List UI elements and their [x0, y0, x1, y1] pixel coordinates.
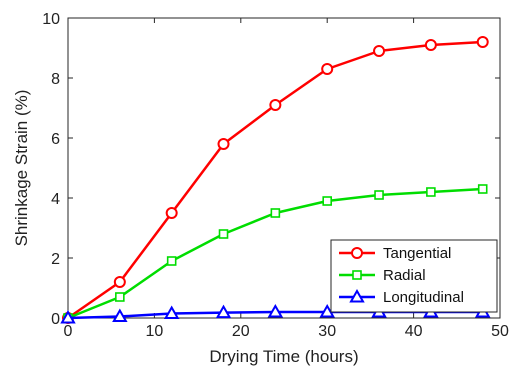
legend-marker-radial: [352, 270, 362, 280]
y-tick-label: 0: [51, 311, 60, 328]
data-point-radial: [218, 229, 229, 239]
y-tick-label: 4: [51, 191, 60, 208]
data-point-tangential: [269, 99, 282, 111]
data-point-tangential: [321, 63, 334, 75]
data-point-longitudinal: [319, 303, 335, 318]
x-tick-label: 10: [146, 323, 164, 340]
legend-label-radial: Radial: [383, 267, 426, 284]
data-point-radial: [322, 196, 333, 206]
y-tick-label: 6: [51, 131, 60, 148]
data-point-radial: [426, 187, 436, 197]
data-point-radial: [270, 208, 281, 218]
data-point-longitudinal: [163, 305, 180, 319]
data-point-longitudinal: [60, 309, 76, 324]
data-point-tangential: [476, 36, 489, 48]
x-tick-label: 0: [64, 323, 73, 340]
data-point-radial: [374, 190, 384, 200]
data-point-tangential: [373, 45, 386, 57]
legend-label-longitudinal: Longitudinal: [383, 289, 464, 306]
x-axis-title: Drying Time (hours): [209, 347, 358, 366]
legend-marker-tangential: [351, 247, 363, 259]
y-tick-label: 10: [42, 11, 60, 28]
data-point-radial: [115, 292, 125, 302]
data-point-radial: [477, 184, 488, 194]
x-tick-label: 30: [318, 323, 336, 340]
x-tick-label: 20: [232, 323, 250, 340]
data-point-tangential: [165, 207, 178, 219]
data-point-longitudinal: [215, 304, 232, 319]
data-point-radial: [166, 256, 177, 266]
data-point-longitudinal: [112, 308, 128, 322]
x-tick-label: 40: [405, 323, 423, 340]
data-point-longitudinal: [267, 303, 284, 318]
legend-marker-longitudinal: [349, 288, 365, 303]
data-point-tangential: [424, 39, 437, 51]
data-point-tangential: [113, 276, 126, 288]
y-tick-label: 8: [51, 71, 60, 88]
data-point-tangential: [217, 138, 230, 150]
x-tick-label: 50: [491, 323, 509, 340]
y-axis-title: Shrinkage Strain (%): [12, 90, 31, 247]
y-tick-label: 2: [51, 251, 60, 268]
legend-label-tangential: Tangential: [383, 245, 451, 262]
